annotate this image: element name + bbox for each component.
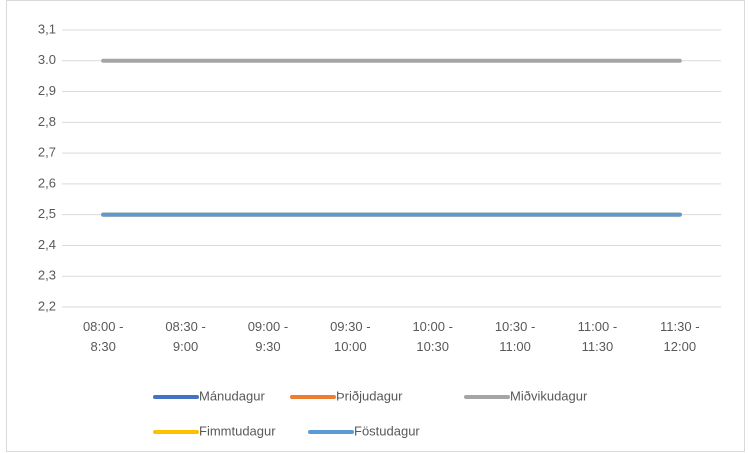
y-tick-label: 3.0 bbox=[38, 52, 56, 67]
x-tick-label: 11:00 - 11:30 bbox=[578, 319, 618, 354]
legend-label: Fimmtudagur bbox=[199, 423, 276, 438]
x-tick-label: 08:30 - 9:00 bbox=[165, 319, 205, 354]
y-tick-label: 2,6 bbox=[38, 175, 56, 190]
y-tick-label: 2,4 bbox=[38, 237, 56, 252]
x-tick-label-line: 08:30 - bbox=[165, 319, 205, 334]
x-tick-label: 08:00 - 8:30 bbox=[83, 319, 123, 354]
x-tick-label-line: 09:30 - bbox=[330, 319, 370, 334]
x-tick-label: 11:30 - 12:00 bbox=[660, 319, 700, 354]
x-tick-label-line: 9:30 bbox=[255, 339, 280, 354]
x-tick-label: 10:00 - 10:30 bbox=[412, 319, 452, 354]
x-tick-label-line: 11:00 bbox=[499, 339, 531, 354]
y-tick-label: 2,7 bbox=[38, 145, 56, 160]
x-tick-label-line: 10:00 bbox=[334, 339, 367, 354]
x-tick-label-line: 09:00 - bbox=[248, 319, 288, 334]
y-tick-label: 2,8 bbox=[38, 114, 56, 129]
x-tick-label-line: 8:30 bbox=[91, 339, 116, 354]
x-tick-label-line: 08:00 - bbox=[83, 319, 123, 334]
x-tick-label-line: 10:30 bbox=[416, 339, 449, 354]
legend-label: Föstudagur bbox=[354, 423, 420, 438]
x-tick-label: 09:30 - 10:00 bbox=[330, 319, 370, 354]
y-tick-label: 3,1 bbox=[38, 21, 56, 36]
x-tick-label-line: 12:00 bbox=[664, 339, 697, 354]
x-tick-label-line: 10:00 - bbox=[412, 319, 452, 334]
y-tick-label: 2,2 bbox=[38, 298, 56, 313]
legend-label: Miðvikudagur bbox=[510, 388, 588, 403]
x-tick-label: 10:30 - 11:00 bbox=[495, 319, 535, 354]
y-tick-label: 2,5 bbox=[38, 206, 56, 221]
y-tick-label: 2,9 bbox=[38, 83, 56, 98]
x-tick-label-line: 9:00 bbox=[173, 339, 198, 354]
legend-label: Mánudagur bbox=[199, 388, 265, 403]
x-tick-label-line: 11:30 - bbox=[660, 319, 700, 334]
y-tick-label: 2,3 bbox=[38, 268, 56, 283]
x-tick-label-line: 10:30 - bbox=[495, 319, 535, 334]
x-tick-label: 09:00 - 9:30 bbox=[248, 319, 288, 354]
legend-label: Þriðjudagur bbox=[336, 388, 403, 403]
x-tick-label-line: 11:00 - bbox=[578, 319, 618, 334]
x-tick-label-line: 11:30 bbox=[582, 339, 614, 354]
chart-frame bbox=[6, 0, 745, 452]
